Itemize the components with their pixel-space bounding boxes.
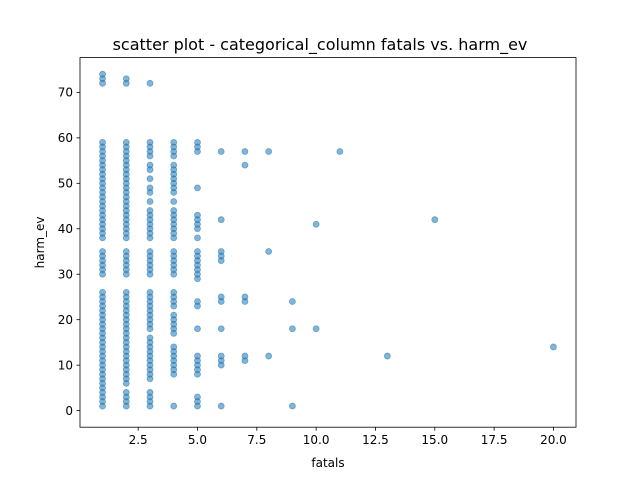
x-tick-label: 15.0 [421,433,448,447]
data-point [170,248,178,255]
data-point [170,138,178,146]
y-tick-label: 0 [65,404,73,418]
data-point [146,79,154,87]
data-point [170,289,178,296]
data-point [217,293,225,301]
data-point [241,352,249,360]
data-point [170,343,178,351]
plot-area-frame [79,57,577,428]
data-point [146,248,154,255]
data-point [122,75,130,83]
y-tick-label: 10 [58,358,73,372]
data-point [146,334,154,342]
data-point [217,148,225,155]
x-tick-label: 20.0 [540,433,567,447]
data-point [99,138,106,146]
data-point [146,389,154,396]
data-point [194,248,201,255]
data-point [194,211,201,219]
data-point [288,298,296,305]
data-point [122,289,130,296]
data-point [312,325,320,333]
data-point [336,148,344,155]
data-point [122,248,130,255]
data-point [431,216,439,224]
data-point [194,325,201,333]
data-point [265,248,273,255]
y-axis-label: harm_ev [33,216,47,268]
y-tick-label: 30 [58,268,73,282]
data-point [99,70,106,78]
data-point [170,311,178,319]
data-point [146,198,154,205]
data-point [241,161,249,169]
data-point [122,389,130,396]
data-point [217,352,225,360]
y-tick-label: 40 [58,222,73,236]
data-point [550,343,557,351]
data-point [146,138,154,146]
y-tick-label: 60 [58,131,73,145]
data-point [194,298,201,305]
data-point [99,248,106,255]
data-point [146,289,154,296]
data-point [194,184,201,192]
data-points [99,70,557,410]
x-tick-label: 17.5 [481,433,508,447]
x-tick-label: 12.5 [362,433,389,447]
data-point [170,198,178,205]
data-point [194,393,201,401]
data-point [217,216,225,224]
data-point [312,220,320,228]
data-point [217,402,225,410]
x-axis-label: fatals [311,456,344,470]
data-point [217,248,225,255]
data-point [265,352,273,360]
x-tick-label: 5.0 [188,433,207,447]
data-point [146,207,154,214]
data-point [241,148,249,155]
x-tick-label: 10.0 [303,433,330,447]
data-point [265,148,273,155]
data-point [194,352,201,360]
data-point [194,138,201,146]
data-point [288,325,296,333]
y-tick-label: 50 [58,177,73,191]
y-tick-label: 70 [58,86,73,100]
chart-title: scatter plot - categorical_column fatals… [113,35,528,55]
data-point [383,352,391,360]
y-axis-ticks: 0 10 20 30 40 50 60 70 [58,86,80,418]
data-point [146,161,154,169]
data-point [170,161,178,169]
data-point [288,402,296,410]
data-point [99,289,106,296]
data-point [194,234,201,242]
data-point [170,402,178,410]
x-axis-ticks: 2.5 5.0 7.5 10.0 12.5 15.0 17.5 20.0 [129,427,567,447]
data-point [217,325,225,333]
y-tick-label: 20 [58,313,73,327]
data-point [122,138,130,146]
data-point [146,184,154,192]
data-point [241,293,249,301]
data-point [170,207,178,214]
x-tick-label: 7.5 [247,433,266,447]
data-point [146,175,154,183]
x-tick-label: 2.5 [129,433,148,447]
